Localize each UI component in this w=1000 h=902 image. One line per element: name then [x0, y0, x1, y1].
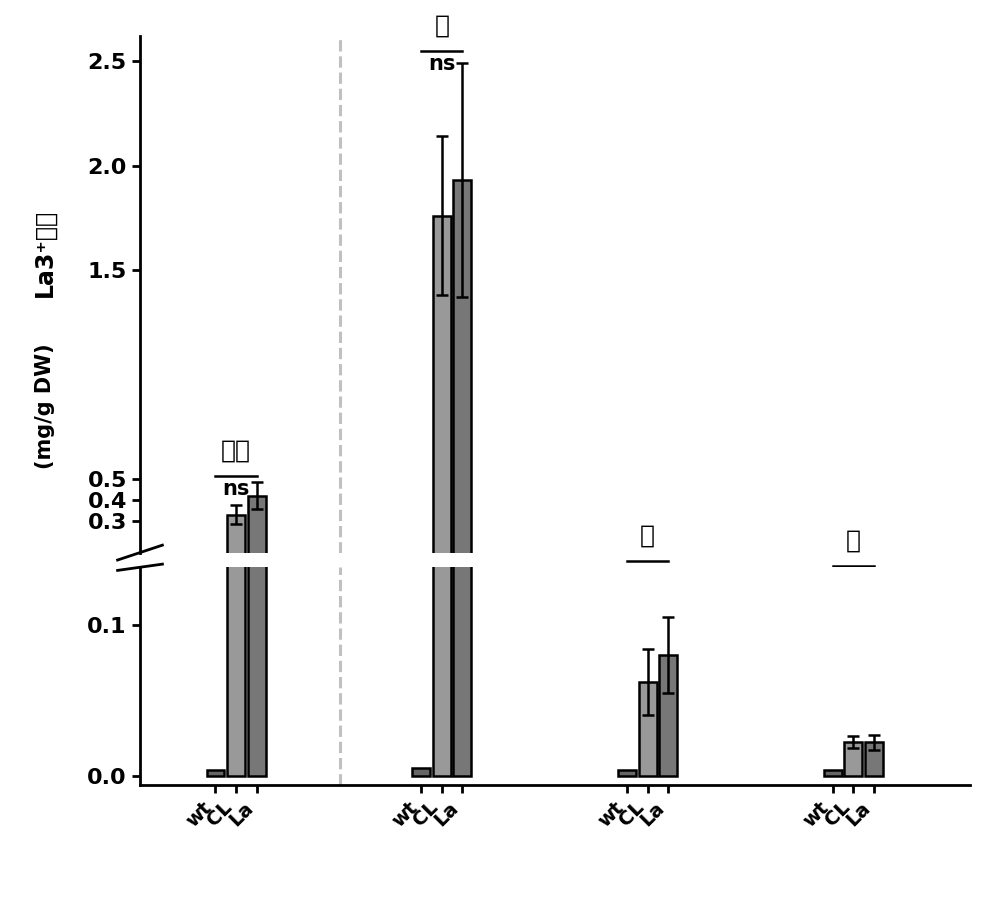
Bar — [865, 742, 883, 776]
Bar — [433, 216, 451, 584]
Bar — [453, 0, 471, 776]
Bar — [248, 496, 266, 584]
Bar — [659, 655, 677, 776]
Bar — [824, 769, 842, 776]
Text: 根: 根 — [434, 14, 449, 38]
Bar — [433, 0, 451, 776]
Text: 平均: 平均 — [221, 439, 251, 463]
Bar — [227, 277, 245, 776]
Bar — [248, 142, 266, 776]
Text: (mg/g DW): (mg/g DW) — [35, 343, 55, 469]
Text: ns: ns — [222, 479, 250, 499]
Bar — [639, 682, 657, 776]
Bar — [227, 514, 245, 584]
Bar — [412, 583, 430, 584]
Bar — [844, 742, 862, 776]
Bar — [412, 769, 430, 776]
Bar — [844, 579, 862, 584]
Text: ns: ns — [634, 564, 661, 584]
Text: 叶: 叶 — [846, 529, 861, 553]
Text: ns: ns — [840, 569, 867, 589]
Bar — [618, 769, 636, 776]
Bar — [453, 180, 471, 584]
Text: ns: ns — [428, 54, 456, 74]
Text: La3⁺含量: La3⁺含量 — [33, 208, 57, 297]
Bar — [865, 579, 883, 584]
Bar — [639, 571, 657, 584]
Bar — [207, 769, 224, 776]
Text: 茎: 茎 — [640, 524, 655, 548]
Bar — [659, 566, 677, 584]
